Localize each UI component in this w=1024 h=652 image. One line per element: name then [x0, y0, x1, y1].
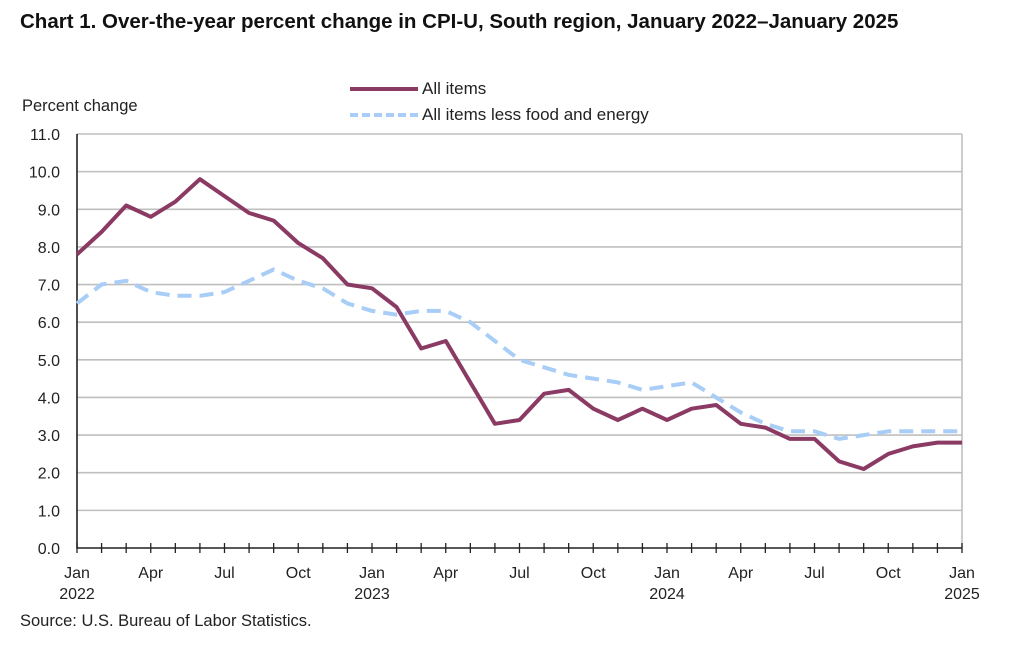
y-tick-label: 4.0 [38, 390, 60, 407]
y-tick-labels: 0.0 1.0 2.0 3.0 4.0 5.0 6.0 7.0 8.0 9.0 10.0 11.0 [29, 127, 60, 558]
x-tick-label-month: Oct [286, 565, 311, 582]
source-note: Source: U.S. Bureau of Labor Statistics. [20, 612, 312, 630]
y-tick-label: 10.0 [29, 165, 60, 182]
chart-title: Chart 1. Over-the-year percent change in… [20, 10, 899, 33]
y-tick-label: 9.0 [38, 202, 60, 219]
legend-label-core: All items less food and energy [422, 105, 649, 124]
y-tick-label: 7.0 [38, 278, 60, 295]
y-tick-label: 0.0 [38, 541, 60, 558]
gridlines [77, 133, 962, 512]
x-tick-label-month: Apr [138, 565, 164, 582]
legend-label-all-items: All items [422, 79, 487, 98]
y-tick-label: 8.0 [38, 240, 60, 257]
x-tick-label-year: 2024 [649, 586, 685, 603]
x-tick-label-year: 2023 [354, 586, 390, 603]
x-tick-label-month: Oct [876, 565, 901, 582]
axes [76, 134, 963, 553]
x-tick-label-month: Jan [654, 565, 680, 582]
legend-swatch-all-items [350, 87, 418, 91]
y-tick-label: 2.0 [38, 466, 60, 483]
x-tick-label-month: Jan [64, 565, 90, 582]
x-tick-label-month: Apr [728, 565, 754, 582]
x-tick-label-month: Jul [214, 565, 234, 582]
legend: All items All items less food and energy [350, 76, 649, 128]
x-tick-label-month: Jan [949, 565, 975, 582]
series-line-all-items [75, 177, 962, 471]
legend-swatch-core [350, 113, 418, 117]
x-tick-labels: Jan 2022 Apr Jul Oct Jan 2023 Apr Jul Oct Jan 2024 A… [59, 565, 980, 603]
y-tick-label: 5.0 [38, 353, 60, 370]
x-tick-label-month: Jan [359, 565, 385, 582]
x-tick-label-month: Jul [804, 565, 824, 582]
y-axis-label: Percent change [22, 97, 138, 115]
legend-item-core: All items less food and energy [350, 102, 649, 128]
x-tick-label-month: Apr [433, 565, 459, 582]
y-tick-label: 3.0 [38, 428, 60, 445]
y-tick-label: 6.0 [38, 315, 60, 332]
y-tick-label: 11.0 [30, 127, 60, 144]
y-tick-label: 1.0 [38, 503, 60, 520]
series-lines [75, 177, 962, 471]
series-line-core [75, 267, 962, 441]
x-tick-label-year: 2025 [944, 586, 980, 603]
x-tick-label-month: Oct [581, 565, 606, 582]
legend-item-all-items: All items [350, 76, 649, 102]
x-tick-label-year: 2022 [59, 586, 95, 603]
x-tick-label-month: Jul [509, 565, 529, 582]
